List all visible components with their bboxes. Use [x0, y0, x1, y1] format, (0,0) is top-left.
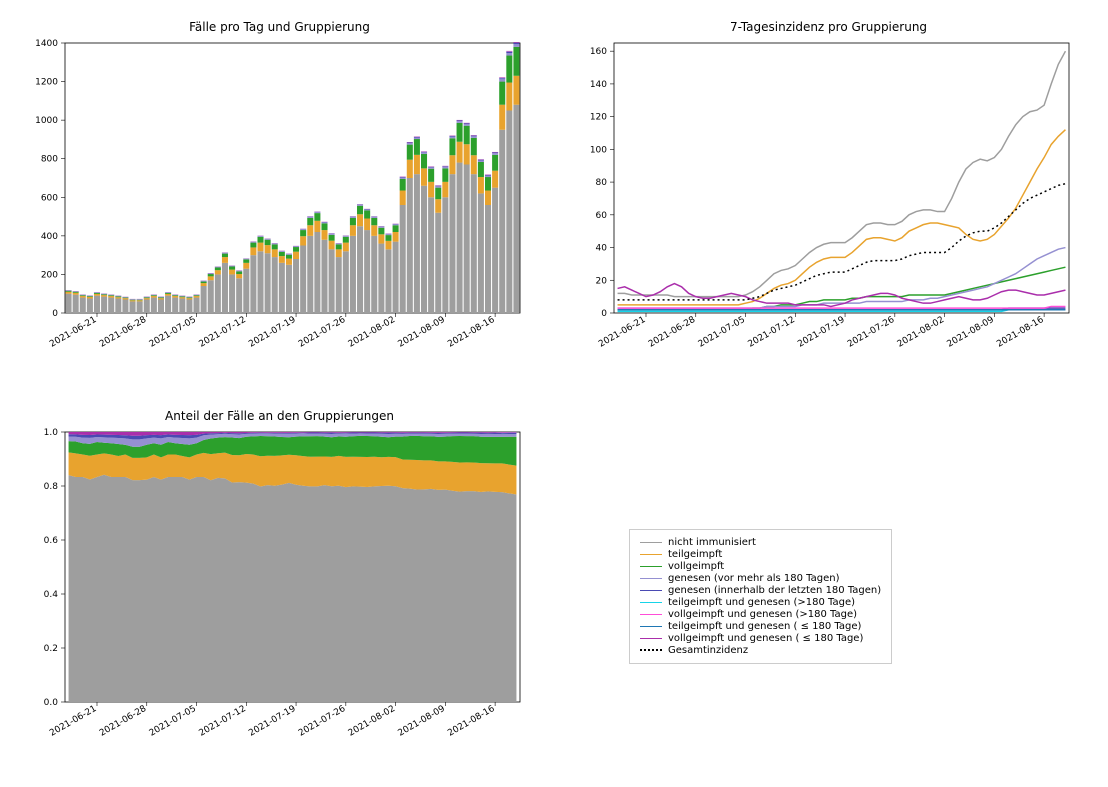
- svg-text:0.4: 0.4: [44, 590, 59, 600]
- svg-text:2021-08-09: 2021-08-09: [397, 315, 448, 350]
- svg-text:1000: 1000: [35, 116, 58, 126]
- svg-text:2021-08-16: 2021-08-16: [446, 703, 497, 738]
- chart-grid: Fälle pro Tag und Gruppierung 0200400600…: [20, 20, 1088, 767]
- svg-text:0.2: 0.2: [44, 644, 58, 654]
- svg-text:2021-08-02: 2021-08-02: [896, 315, 946, 350]
- legend-label: teilgeimpft: [668, 549, 722, 560]
- svg-text:1200: 1200: [35, 78, 58, 88]
- svg-text:400: 400: [41, 232, 58, 242]
- legend-swatch: [640, 578, 662, 579]
- svg-text:1400: 1400: [35, 39, 58, 49]
- svg-text:2021-07-19: 2021-07-19: [796, 315, 847, 350]
- legend-swatch: [640, 626, 662, 627]
- svg-text:2021-07-26: 2021-07-26: [297, 703, 348, 738]
- legend-item: vollgeimpft und genesen (>180 Tage): [640, 609, 881, 620]
- chart1-title: Fälle pro Tag und Gruppierung: [20, 20, 539, 34]
- legend-box: nicht immunisiertteilgeimpftvollgeimpftg…: [629, 529, 892, 664]
- legend-swatch: [640, 614, 662, 615]
- svg-text:2021-07-19: 2021-07-19: [247, 315, 298, 350]
- svg-text:2021-07-26: 2021-07-26: [297, 315, 348, 350]
- svg-text:2021-07-26: 2021-07-26: [846, 315, 897, 350]
- legend-label: genesen (vor mehr als 180 Tagen): [668, 573, 840, 584]
- svg-text:0.8: 0.8: [44, 482, 59, 492]
- svg-text:2021-07-12: 2021-07-12: [746, 315, 796, 350]
- legend-swatch: [640, 554, 662, 555]
- svg-text:20: 20: [596, 276, 608, 286]
- legend-item: teilgeimpft und genesen (>180 Tage): [640, 597, 881, 608]
- legend-swatch: [640, 602, 662, 603]
- legend-swatch: [640, 542, 662, 543]
- chart2-panel: 7-Tagesinzidenz pro Gruppierung 0 20 40 60 8…: [569, 20, 1088, 379]
- svg-text:2021-07-05: 2021-07-05: [697, 315, 747, 350]
- legend-label: nicht immunisiert: [668, 537, 756, 548]
- svg-text:2021-08-16: 2021-08-16: [446, 315, 497, 350]
- legend-label: teilgeimpft und genesen (>180 Tage): [668, 597, 855, 608]
- chart3-panel: Anteil der Fälle an den Gruppierungen 0.…: [20, 409, 539, 768]
- svg-text:2021-06-21: 2021-06-21: [597, 315, 647, 350]
- legend-item: teilgeimpft: [640, 549, 881, 560]
- svg-text:800: 800: [41, 155, 58, 165]
- legend-label: vollgeimpft: [668, 561, 724, 572]
- legend-item: Gesamtinzidenz: [640, 645, 881, 656]
- legend-item: vollgeimpft und genesen ( ≤ 180 Tage): [640, 633, 881, 644]
- svg-text:0.0: 0.0: [44, 698, 59, 708]
- svg-text:2021-07-05: 2021-07-05: [148, 315, 198, 350]
- svg-text:2021-06-21: 2021-06-21: [48, 315, 98, 350]
- svg-text:2021-08-16: 2021-08-16: [995, 315, 1046, 350]
- svg-text:2021-06-28: 2021-06-28: [647, 315, 698, 350]
- legend-item: vollgeimpft: [640, 561, 881, 572]
- chart1-panel: Fälle pro Tag und Gruppierung 0 200 400 600…: [20, 20, 539, 379]
- legend-swatch: [640, 649, 662, 651]
- legend-item: nicht immunisiert: [640, 537, 881, 548]
- chart2-svg: 0 20 40 60 80 100 120 140 160 2021-06-212021-06-2…: [569, 38, 1079, 368]
- chart3-title: Anteil der Fälle an den Gruppierungen: [20, 409, 539, 423]
- svg-text:60: 60: [596, 211, 608, 221]
- legend-label: teilgeimpft und genesen ( ≤ 180 Tage): [668, 621, 861, 632]
- legend-swatch: [640, 566, 662, 567]
- legend-swatch: [640, 590, 662, 591]
- legend-label: genesen (innerhalb der letzten 180 Tagen…: [668, 585, 881, 596]
- svg-text:80: 80: [596, 178, 608, 188]
- legend-item: genesen (vor mehr als 180 Tagen): [640, 573, 881, 584]
- svg-text:600: 600: [41, 193, 58, 203]
- legend-label: vollgeimpft und genesen (>180 Tage): [668, 609, 857, 620]
- svg-text:2021-08-02: 2021-08-02: [347, 315, 397, 350]
- legend-label: vollgeimpft und genesen ( ≤ 180 Tage): [668, 633, 863, 644]
- legend-item: genesen (innerhalb der letzten 180 Tagen…: [640, 585, 881, 596]
- svg-text:0: 0: [601, 309, 607, 319]
- svg-text:2021-06-21: 2021-06-21: [48, 703, 98, 738]
- svg-text:2021-07-12: 2021-07-12: [197, 315, 247, 350]
- legend-label: Gesamtinzidenz: [668, 645, 748, 656]
- svg-text:2021-07-12: 2021-07-12: [197, 703, 247, 738]
- chart2-title: 7-Tagesinzidenz pro Gruppierung: [569, 20, 1088, 34]
- svg-text:40: 40: [596, 244, 608, 254]
- svg-text:100: 100: [590, 145, 607, 155]
- legend-item: teilgeimpft und genesen ( ≤ 180 Tage): [640, 621, 881, 632]
- chart1-svg: 02004006008001000120014002021-06-212021-…: [20, 38, 530, 368]
- svg-text:2021-06-28: 2021-06-28: [98, 315, 149, 350]
- svg-text:200: 200: [41, 270, 58, 280]
- svg-text:0: 0: [52, 309, 58, 319]
- svg-text:2021-07-19: 2021-07-19: [247, 703, 298, 738]
- svg-text:2021-08-09: 2021-08-09: [946, 315, 997, 350]
- svg-text:0.6: 0.6: [44, 536, 59, 546]
- svg-text:120: 120: [590, 113, 607, 123]
- legend-panel: nicht immunisiertteilgeimpftvollgeimpftg…: [569, 409, 1088, 768]
- svg-text:140: 140: [590, 80, 607, 90]
- svg-text:2021-08-09: 2021-08-09: [397, 703, 448, 738]
- svg-text:1.0: 1.0: [44, 428, 59, 438]
- svg-text:2021-06-28: 2021-06-28: [98, 703, 149, 738]
- svg-text:160: 160: [590, 47, 607, 57]
- svg-text:2021-08-02: 2021-08-02: [347, 703, 397, 738]
- chart3-svg: 0.00.20.40.60.81.02021-06-212021-06-2820…: [20, 427, 530, 757]
- svg-text:2021-07-05: 2021-07-05: [148, 703, 198, 738]
- legend-swatch: [640, 638, 662, 639]
